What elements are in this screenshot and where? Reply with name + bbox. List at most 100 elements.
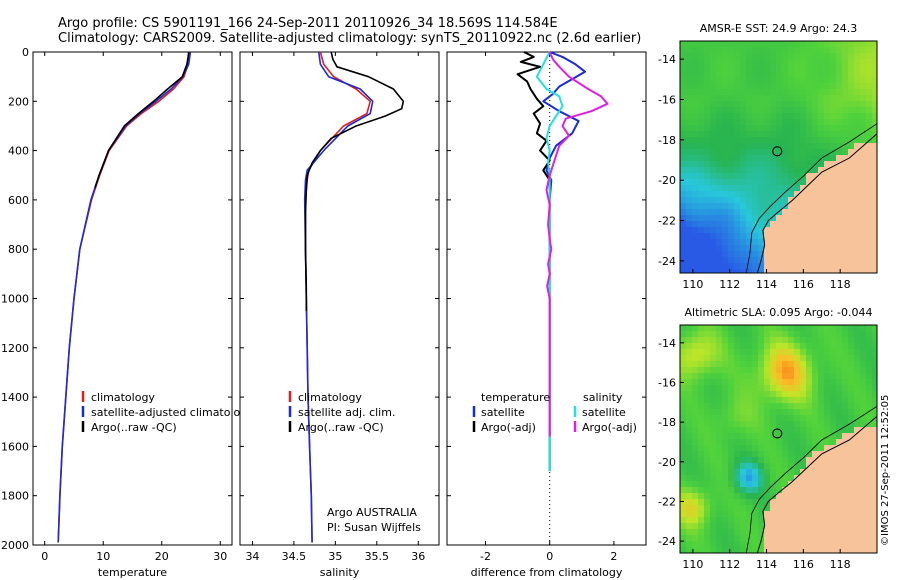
map-pixel xyxy=(854,421,860,427)
map-pixel xyxy=(860,469,866,475)
map-pixel xyxy=(680,179,686,185)
map-pixel xyxy=(854,215,860,221)
map-pixel xyxy=(794,523,800,529)
temperature-frame xyxy=(32,51,233,546)
map-pixel xyxy=(812,445,818,451)
map-pixel xyxy=(800,215,806,221)
map-pixel xyxy=(818,149,824,155)
map-pixel xyxy=(794,215,800,221)
map-pixel xyxy=(812,541,818,547)
map-pixel xyxy=(740,71,746,77)
map-pixel xyxy=(728,137,734,143)
map-pixel xyxy=(758,173,764,179)
map-pixel xyxy=(776,65,782,71)
map-pixel xyxy=(866,191,872,197)
map-pixel xyxy=(704,331,710,337)
map-pixel xyxy=(782,131,788,137)
map-pixel xyxy=(692,481,698,487)
map-pixel xyxy=(710,385,716,391)
map-pixel xyxy=(830,349,836,355)
map-pixel xyxy=(824,233,830,239)
map-pixel xyxy=(842,367,848,373)
map-pixel xyxy=(836,155,842,161)
map-pixel xyxy=(734,203,740,209)
map-pixel xyxy=(860,47,866,53)
map-pixel xyxy=(746,433,752,439)
map-pixel xyxy=(854,77,860,83)
map-pixel xyxy=(806,131,812,137)
map-pixel xyxy=(788,529,794,535)
map-pixel xyxy=(746,487,752,493)
map-pixel xyxy=(680,385,686,391)
map-pixel xyxy=(848,197,854,203)
map-pixel xyxy=(788,41,794,47)
map-pixel xyxy=(776,451,782,457)
map-pixel xyxy=(794,487,800,493)
map-pixel xyxy=(788,331,794,337)
map-pixel xyxy=(704,221,710,227)
map-pixel xyxy=(752,463,758,469)
map-pixel xyxy=(848,469,854,475)
map-pixel xyxy=(686,391,692,397)
map-pixel xyxy=(782,95,788,101)
map-pixel xyxy=(680,529,686,535)
map-pixel xyxy=(818,337,824,343)
map-pixel xyxy=(782,41,788,47)
map-pixel xyxy=(728,101,734,107)
map-pixel xyxy=(854,191,860,197)
map-pixel xyxy=(746,343,752,349)
map-pixel xyxy=(734,41,740,47)
map-pixel xyxy=(866,463,872,469)
map-pixel xyxy=(788,137,794,143)
map-pixel xyxy=(848,95,854,101)
map-pixel xyxy=(866,197,872,203)
map-pixel xyxy=(740,415,746,421)
map-pixel xyxy=(842,179,848,185)
map-pixel xyxy=(698,203,704,209)
map-pixel xyxy=(776,113,782,119)
map-pixel xyxy=(740,233,746,239)
map-pixel xyxy=(794,505,800,511)
map-pixel xyxy=(746,325,752,331)
map-pixel xyxy=(680,119,686,125)
map-pixel xyxy=(854,113,860,119)
map-pixel xyxy=(728,269,734,273)
map-pixel xyxy=(812,337,818,343)
map-pixel xyxy=(692,59,698,65)
map-pixel xyxy=(866,179,872,185)
map-pixel xyxy=(716,245,722,251)
map-pixel xyxy=(686,373,692,379)
map-pixel xyxy=(866,239,872,245)
map-pixel xyxy=(734,53,740,59)
map-pixel xyxy=(752,529,758,535)
map-pixel xyxy=(686,263,692,269)
map-pixel xyxy=(746,215,752,221)
map-pixel xyxy=(776,83,782,89)
map-pixel xyxy=(836,71,842,77)
map-pixel xyxy=(740,167,746,173)
map-pixel xyxy=(848,517,854,523)
map-pixel xyxy=(740,541,746,547)
map-pixel xyxy=(692,209,698,215)
map-pixel xyxy=(866,361,872,367)
depth-tick-label: 600 xyxy=(8,194,29,207)
map-pixel xyxy=(794,535,800,541)
map-pixel xyxy=(764,191,770,197)
map-pixel xyxy=(866,65,872,71)
map-pixel xyxy=(782,101,788,107)
map-pixel xyxy=(728,391,734,397)
map-pixel xyxy=(830,421,836,427)
map-pixel xyxy=(734,469,740,475)
map-pixel xyxy=(872,173,877,179)
map-pixel xyxy=(800,71,806,77)
map-pixel xyxy=(854,331,860,337)
map-pixel xyxy=(812,137,818,143)
map-pixel xyxy=(686,113,692,119)
map-pixel xyxy=(722,71,728,77)
map-pixel xyxy=(692,77,698,83)
map-pixel xyxy=(800,427,806,433)
map-pixel xyxy=(770,367,776,373)
map-pixel xyxy=(716,263,722,269)
map-pixel xyxy=(710,83,716,89)
map-pixel xyxy=(734,155,740,161)
